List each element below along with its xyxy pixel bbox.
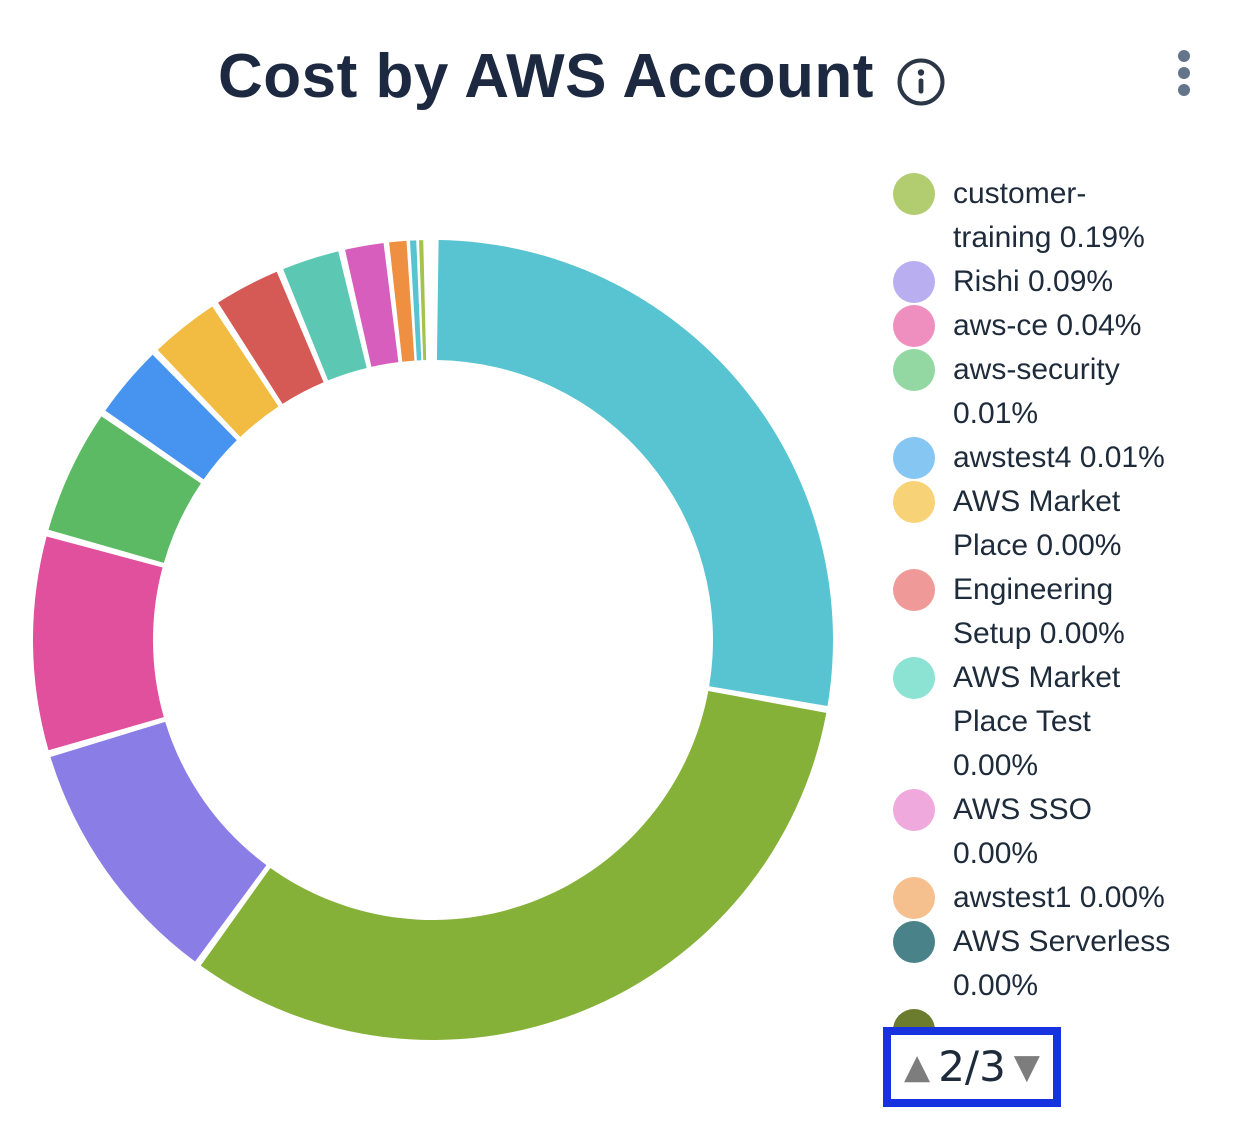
legend-swatch [893, 657, 935, 699]
legend-label: Rishi 0.09% [953, 265, 1114, 298]
donut-slice-10[interactable] [345, 243, 399, 367]
legend-item-7[interactable]: Engineering Setup 0.00% [893, 568, 1225, 656]
info-icon[interactable] [896, 57, 946, 107]
legend-item-4[interactable]: aws-security 0.01% [893, 348, 1225, 436]
legend-swatch [893, 921, 935, 963]
legend-item-9[interactable]: AWS SSO 0.00% [893, 788, 1225, 876]
legend-page-up-button[interactable]: ▲ [904, 1047, 931, 1087]
donut-slice-9[interactable] [283, 251, 367, 381]
legend-label: AWS Market Place 0.00% [953, 485, 1122, 562]
legend-swatch [893, 877, 935, 919]
legend-swatch [893, 173, 935, 215]
legend-swatch [893, 349, 935, 391]
legend-label: aws-ce 0.04% [953, 309, 1142, 342]
legend-label: customer-training 0.19% [953, 177, 1145, 254]
legend-swatch [893, 305, 935, 347]
legend-item-8[interactable]: AWS Market Place Test 0.00% [893, 656, 1225, 788]
legend-swatch [893, 481, 935, 523]
legend-label: awstest4 0.01% [953, 441, 1165, 474]
donut-slice-5[interactable] [48, 416, 201, 563]
donut-chart [33, 240, 833, 1040]
legend-swatch [893, 569, 935, 611]
widget-header: Cost by AWS Account [218, 44, 946, 110]
donut-slice-7[interactable] [157, 306, 279, 437]
legend-item-10[interactable]: awstest1 0.00% [893, 876, 1225, 920]
legend-item-6[interactable]: AWS Market Place 0.00% [893, 480, 1225, 568]
donut-slice-12[interactable] [409, 240, 422, 361]
kebab-menu-icon[interactable] [1168, 44, 1200, 100]
legend-label: AWS Serverless 0.00% [953, 925, 1171, 1002]
legend-label: AWS Market Place Test 0.00% [953, 661, 1121, 782]
donut-slice-8[interactable] [218, 271, 324, 404]
legend-item-3[interactable]: aws-ce 0.04% [893, 304, 1225, 348]
donut-slice-3[interactable] [50, 721, 267, 962]
legend: customer-training 0.19% Rishi 0.09% aws-ce… [893, 172, 1225, 1044]
legend-item-2[interactable]: Rishi 0.09% [893, 260, 1225, 304]
legend-label: Engineering Setup 0.00% [953, 573, 1125, 650]
legend-label: aws-security 0.01% [953, 353, 1120, 430]
donut-slice-13[interactable] [419, 240, 427, 361]
donut-slice-11[interactable] [389, 240, 415, 362]
donut-slice-1[interactable] [436, 240, 833, 707]
legend-swatch [893, 789, 935, 831]
page-title: Cost by AWS Account [218, 42, 874, 111]
donut-slice-4[interactable] [33, 536, 164, 751]
donut-slice-6[interactable] [105, 354, 237, 480]
legend-item-1[interactable]: customer-training 0.19% [893, 172, 1225, 260]
legend-swatch [893, 437, 935, 479]
legend-page-indicator: 2/3 [938, 1042, 1006, 1091]
legend-item-11[interactable]: AWS Serverless 0.00% [893, 920, 1225, 1008]
legend-swatch [893, 261, 935, 303]
legend-page-down-button[interactable]: ▼ [1013, 1047, 1040, 1087]
legend-item-5[interactable]: awstest4 0.01% [893, 436, 1225, 480]
donut-slice-2[interactable] [200, 691, 827, 1040]
donut-svg [33, 240, 833, 1040]
legend-label: awstest1 0.00% [953, 881, 1165, 914]
legend-pagination: ▲ 2/3 ▼ [883, 1027, 1061, 1107]
legend-label: AWS SSO 0.00% [953, 793, 1092, 870]
